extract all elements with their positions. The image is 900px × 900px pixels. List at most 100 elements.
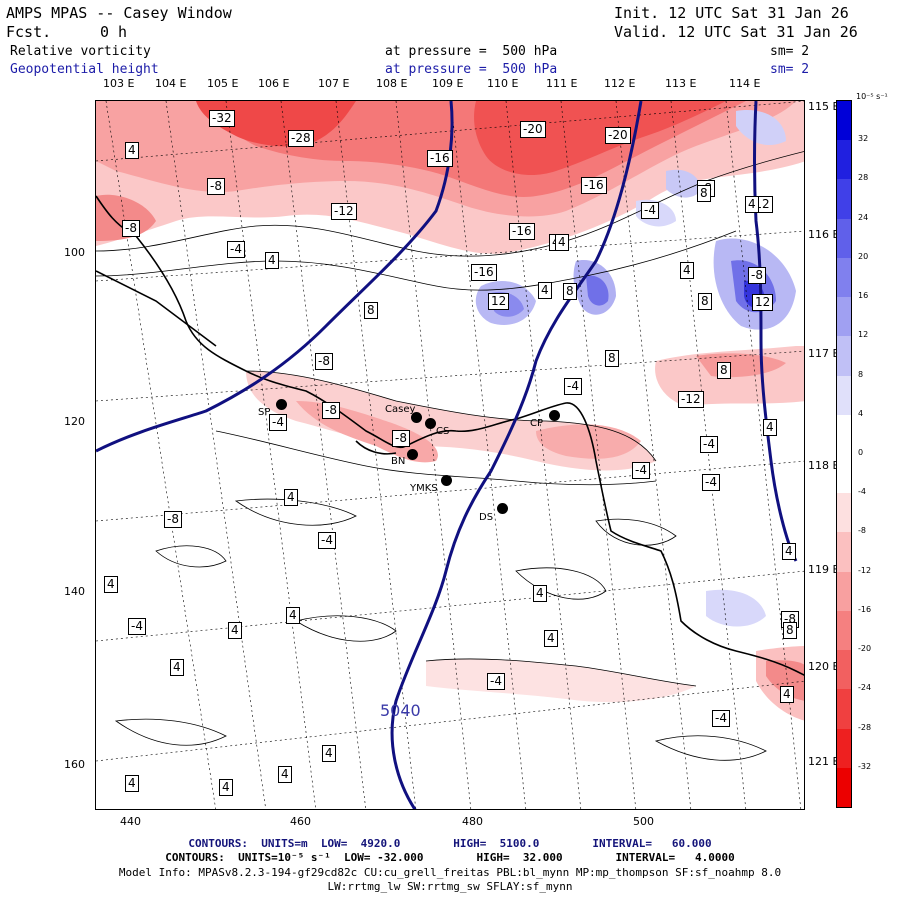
contour-value-label: -16 (427, 150, 453, 167)
latitude-tick: 117 E (808, 347, 840, 360)
contour-value-label: -16 (509, 223, 535, 240)
geopotential-height-contours (96, 101, 798, 809)
coastline (96, 195, 804, 676)
station-label: CS (436, 426, 450, 437)
colorbar-segment (837, 610, 851, 651)
colorbar-segment (837, 140, 851, 180)
init-time: Init. 12 UTC Sat 31 Jan 26 (614, 4, 849, 22)
longitude-tick: 103 E (103, 77, 135, 90)
forecast-label: Fcst. (6, 23, 52, 41)
forecast-value: 0 h (100, 23, 128, 41)
station-marker (441, 475, 452, 486)
station-marker (276, 399, 287, 410)
contour-value-label: -12 (331, 203, 357, 220)
colorbar-label: 16 (858, 291, 869, 301)
colorbar-segment (837, 375, 851, 415)
contour-value-label: 8 (364, 302, 378, 319)
colorbar-unit: 10⁻⁵ s⁻¹ (856, 92, 888, 101)
colorbar-label: 28 (858, 173, 869, 183)
contour-value-label: 4 (763, 419, 777, 436)
longitude-tick: 107 E (318, 77, 350, 90)
height-contour-label: 5040 (380, 701, 421, 720)
contour-value-label: -16 (471, 264, 497, 281)
latitude-tick: 119 E (808, 563, 840, 576)
colorbar-segment (837, 532, 851, 572)
contour-value-label: 4 (228, 622, 242, 639)
longitude-tick: 109 E (432, 77, 464, 90)
contour-value-label: 8 (717, 362, 731, 379)
colorbar-label: 4 (858, 408, 864, 418)
colorbar-label: -16 (858, 604, 872, 614)
y-axis-tick: 120 (64, 415, 85, 428)
contour-value-label: -4 (227, 241, 245, 258)
colorbar-segment (837, 650, 851, 690)
contour-value-label: 4 (680, 262, 694, 279)
contour-value-label: -8 (207, 178, 225, 195)
colorbar-label: 24 (858, 212, 869, 222)
colorbar-label: 0 (858, 448, 864, 457)
map-canvas (96, 101, 804, 809)
contour-value-label: 4 (533, 585, 547, 602)
contour-value-label: -8 (122, 220, 140, 237)
contour-value-label: 4 (104, 576, 118, 593)
colorbar-segment (837, 689, 851, 729)
colorbar-segment (837, 336, 851, 376)
colorbar-segment (837, 297, 851, 337)
longitude-tick: 111 E (546, 77, 578, 90)
contour-value-label: -4 (269, 414, 287, 431)
contour-value-label: 4 (745, 196, 759, 213)
x-axis-tick: 500 (633, 815, 654, 828)
contour-value-label: 4 (538, 282, 552, 299)
contour-value-label: -8 (392, 430, 410, 447)
contour-value-label: -20 (605, 127, 631, 144)
contour-value-label: 4 (125, 775, 139, 792)
contour-value-label: 4 (284, 489, 298, 506)
longitude-tick: 114 E (729, 77, 761, 90)
contour-value-label: -4 (318, 532, 336, 549)
contour-value-label: 4 (780, 686, 794, 703)
colorbar-segment (837, 218, 851, 258)
contour-value-label: 4 (322, 745, 336, 762)
station-label: YMKS (410, 483, 438, 494)
colorbar (836, 100, 852, 808)
contour-value-label: 12 (752, 294, 774, 311)
footer-model-info-2: LW:rrtmg_lw SW:rrtmg_sw SFLAY:sf_mynn (327, 880, 573, 893)
map-title: AMPS MPAS -- Casey Window (6, 4, 232, 22)
field2-smoothing: sm= 2 (770, 62, 810, 77)
contour-value-label: -8 (748, 267, 766, 284)
contour-value-label: -4 (564, 378, 582, 395)
contour-value-label: 4 (278, 766, 292, 783)
contour-value-label: -16 (581, 177, 607, 194)
x-axis-tick: 480 (462, 815, 483, 828)
footer-height-contours: CONTOURS: UNITS=m LOW= 4920.0 HIGH= 5100… (188, 837, 712, 850)
field2-level: at pressure = 500 hPa (385, 62, 558, 77)
map-panel (95, 100, 805, 810)
x-axis-tick: 440 (120, 815, 141, 828)
contour-value-label: 4 (125, 142, 139, 159)
contour-value-label: 8 (697, 185, 711, 202)
colorbar-segment (837, 257, 851, 298)
contour-value-label: -8 (315, 353, 333, 370)
latitude-tick: 118 E (808, 459, 840, 472)
contour-value-label: -4 (641, 202, 659, 219)
contour-value-label: -8 (322, 402, 340, 419)
latitude-tick: 115 E (808, 100, 840, 113)
y-axis-tick: 140 (64, 585, 85, 598)
graticule-lines (96, 101, 804, 809)
colorbar-segment (837, 767, 851, 807)
footer-model-info: Model Info: MPASv8.2.3-194-gf29cd82c CU:… (118, 866, 782, 879)
contour-value-label: 8 (563, 283, 577, 300)
valid-time: Valid. 12 UTC Sat 31 Jan 26 (614, 23, 858, 41)
latitude-tick: 121 E (808, 755, 840, 768)
contour-value-label: -20 (520, 121, 546, 138)
x-axis-tick: 460 (290, 815, 311, 828)
colorbar-label: -20 (858, 644, 872, 654)
station-label: BN (391, 456, 406, 467)
longitude-tick: 112 E (604, 77, 636, 90)
station-marker (425, 418, 436, 429)
contour-value-label: -12 (678, 391, 704, 408)
station-label: Casey (385, 404, 416, 415)
contour-value-label: -4 (128, 618, 146, 635)
colorbar-segment (837, 493, 851, 533)
contour-value-label: 8 (783, 622, 797, 639)
